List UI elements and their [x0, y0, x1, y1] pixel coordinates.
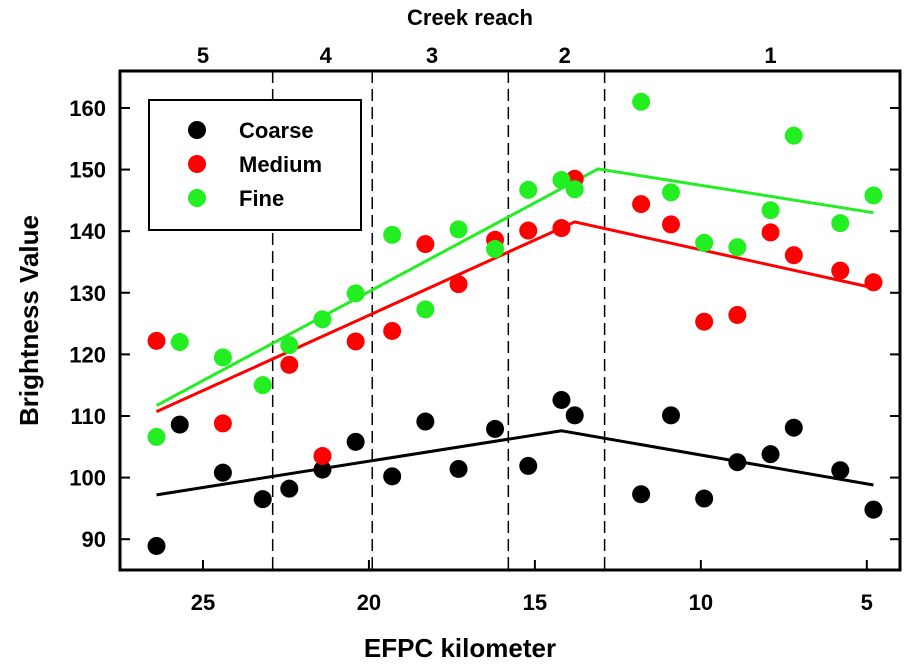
- x-tick-label: 15: [523, 590, 547, 615]
- y-tick-label: 110: [71, 404, 107, 429]
- point-medium: [346, 332, 365, 351]
- point-coarse: [695, 489, 714, 508]
- point-fine: [213, 348, 232, 367]
- point-fine: [632, 92, 651, 111]
- point-medium: [661, 215, 680, 234]
- point-coarse: [383, 467, 402, 486]
- point-medium: [449, 275, 468, 294]
- point-fine: [383, 225, 402, 244]
- point-medium: [147, 331, 166, 350]
- point-fine: [170, 333, 189, 352]
- point-medium: [213, 414, 232, 433]
- point-medium: [695, 312, 714, 331]
- reach-label: 5: [197, 43, 209, 68]
- point-coarse: [831, 461, 850, 480]
- point-fine: [147, 427, 166, 446]
- point-fine: [519, 180, 538, 199]
- y-axis-label: Brightness Value: [14, 215, 44, 426]
- point-fine: [761, 201, 780, 220]
- legend-label-fine: Fine: [239, 186, 284, 211]
- point-coarse: [313, 460, 332, 479]
- chart-title: Creek reach: [407, 5, 533, 30]
- point-fine: [313, 310, 332, 329]
- y-tick-label: 160: [69, 96, 106, 121]
- point-coarse: [565, 406, 584, 425]
- point-medium: [632, 195, 651, 214]
- point-coarse: [213, 463, 232, 482]
- point-coarse: [346, 432, 365, 451]
- point-medium: [313, 447, 332, 466]
- point-medium: [416, 235, 435, 254]
- y-tick-label: 120: [69, 342, 106, 367]
- point-coarse: [761, 445, 780, 464]
- point-medium: [831, 261, 850, 280]
- point-coarse: [253, 490, 272, 509]
- legend-label-coarse: Coarse: [239, 118, 314, 143]
- legend: Coarse Medium Fine: [148, 99, 362, 231]
- x-tick-label: 20: [357, 590, 381, 615]
- x-tick-label: 5: [861, 590, 873, 615]
- legend-marker-medium: [188, 155, 206, 173]
- point-medium: [552, 219, 571, 238]
- legend-box: [148, 99, 362, 231]
- point-coarse: [552, 390, 571, 409]
- y-tick-label: 130: [69, 281, 106, 306]
- trend-line-fine: [155, 167, 874, 407]
- legend-marker-coarse: [188, 121, 206, 139]
- point-fine: [728, 238, 747, 257]
- point-fine: [486, 240, 505, 259]
- x-tick-label: 10: [689, 590, 713, 615]
- point-medium: [383, 321, 402, 340]
- point-fine: [864, 186, 883, 205]
- reach-label: 3: [426, 43, 438, 68]
- reach-label: 4: [320, 43, 333, 68]
- y-tick-label: 150: [69, 158, 106, 183]
- reach-label: 2: [559, 43, 571, 68]
- point-fine: [565, 180, 584, 199]
- point-coarse: [661, 406, 680, 425]
- point-fine: [416, 300, 435, 319]
- point-coarse: [170, 415, 189, 434]
- y-tick-label: 90: [82, 527, 106, 552]
- data-points: [147, 92, 883, 555]
- point-coarse: [280, 479, 299, 498]
- y-axis: 90 100 110 120 130 140 150 160: [69, 96, 900, 552]
- point-coarse: [784, 418, 803, 437]
- point-fine: [784, 126, 803, 145]
- point-medium: [728, 305, 747, 324]
- point-fine: [552, 171, 571, 190]
- top-axis: 5 4 3 2 1: [197, 43, 777, 68]
- x-tick-label: 25: [191, 590, 215, 615]
- x-axis: 25 20 15 10 5: [191, 560, 873, 615]
- y-tick-label: 140: [69, 219, 106, 244]
- point-fine: [449, 220, 468, 239]
- point-coarse: [416, 412, 435, 431]
- point-fine: [661, 183, 680, 202]
- point-fine: [831, 214, 850, 233]
- point-fine: [253, 376, 272, 395]
- x-axis-label: EFPC kilometer: [364, 633, 556, 663]
- point-fine: [695, 233, 714, 252]
- point-medium: [864, 273, 883, 292]
- point-coarse: [632, 485, 651, 504]
- legend-label-medium: Medium: [239, 152, 322, 177]
- point-coarse: [486, 419, 505, 438]
- point-medium: [519, 221, 538, 240]
- plot-frame: [118, 69, 902, 572]
- point-medium: [280, 355, 299, 374]
- point-medium: [761, 223, 780, 242]
- point-coarse: [147, 536, 166, 555]
- reach-label: 1: [764, 43, 776, 68]
- point-fine: [280, 336, 299, 355]
- point-coarse: [519, 456, 538, 475]
- point-fine: [346, 284, 365, 303]
- point-coarse: [449, 459, 468, 478]
- point-medium: [784, 246, 803, 265]
- y-tick-label: 100: [69, 466, 106, 491]
- trend-line-coarse: [156, 429, 874, 497]
- legend-marker-fine: [188, 189, 206, 207]
- point-coarse: [728, 453, 747, 472]
- point-coarse: [864, 500, 883, 519]
